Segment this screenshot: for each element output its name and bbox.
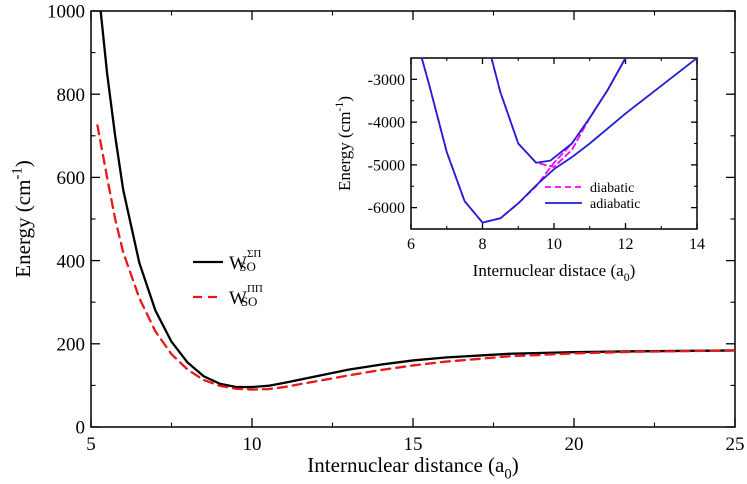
inset-x-tick-label: 10 [546,236,562,253]
inset-x-tick-label: 6 [407,236,415,253]
inset-series-line-1-0 [420,58,697,224]
main-y-tick-label: 200 [57,334,86,355]
inset-plot-frame [410,57,698,230]
main-x-tick-label: 15 [404,434,423,455]
inset-y-axis-label: Energy (cm-1) [332,96,354,191]
inset-legend-label-1: adiabatic [590,197,641,212]
main-y-axis-label: Energy (cm-1) [10,160,35,277]
main-x-tick-label: 20 [565,434,584,455]
main-legend-label-1: WΠΠ SO [229,283,263,309]
inset-y-tick-label: -5000 [368,157,405,174]
inset-legend-label-0: diabatic [590,181,634,196]
inset-series-line-1-1 [490,58,627,164]
inset-x-axis-label: Internuclear distace (a0) [473,261,636,284]
main-x-tick-label: 5 [86,434,96,455]
inset-x-tick-label: 14 [689,236,705,253]
main-y-tick-label: 600 [57,168,86,189]
main-x-tick-label: 10 [243,434,262,455]
main-x-axis-label: Internuclear distance (a0) [307,453,518,482]
inset-x-tick-label: 12 [618,236,634,253]
inset-plot-layer: 6 8 10 12 14 -6000 -5000 -4000 -3000 Internuclear… [332,57,705,284]
main-x-tick-label: 25 [726,434,745,455]
main-y-tick-label: 0 [76,418,86,439]
main-series-line-1-0 [96,124,735,391]
inset-y-tick-label: -3000 [368,72,405,89]
inset-x-tick-label: 8 [479,236,487,253]
main-y-tick-label: 800 [57,85,86,106]
inset-y-tick-label: -4000 [368,115,405,132]
main-legend-label-0: WΣΠ SO [229,248,261,274]
inset-y-tick-label: -6000 [368,200,405,217]
main-series-line-0-0 [99,11,735,389]
main-y-tick-label: 1000 [47,2,85,23]
main-y-tick-label: 400 [57,251,86,272]
